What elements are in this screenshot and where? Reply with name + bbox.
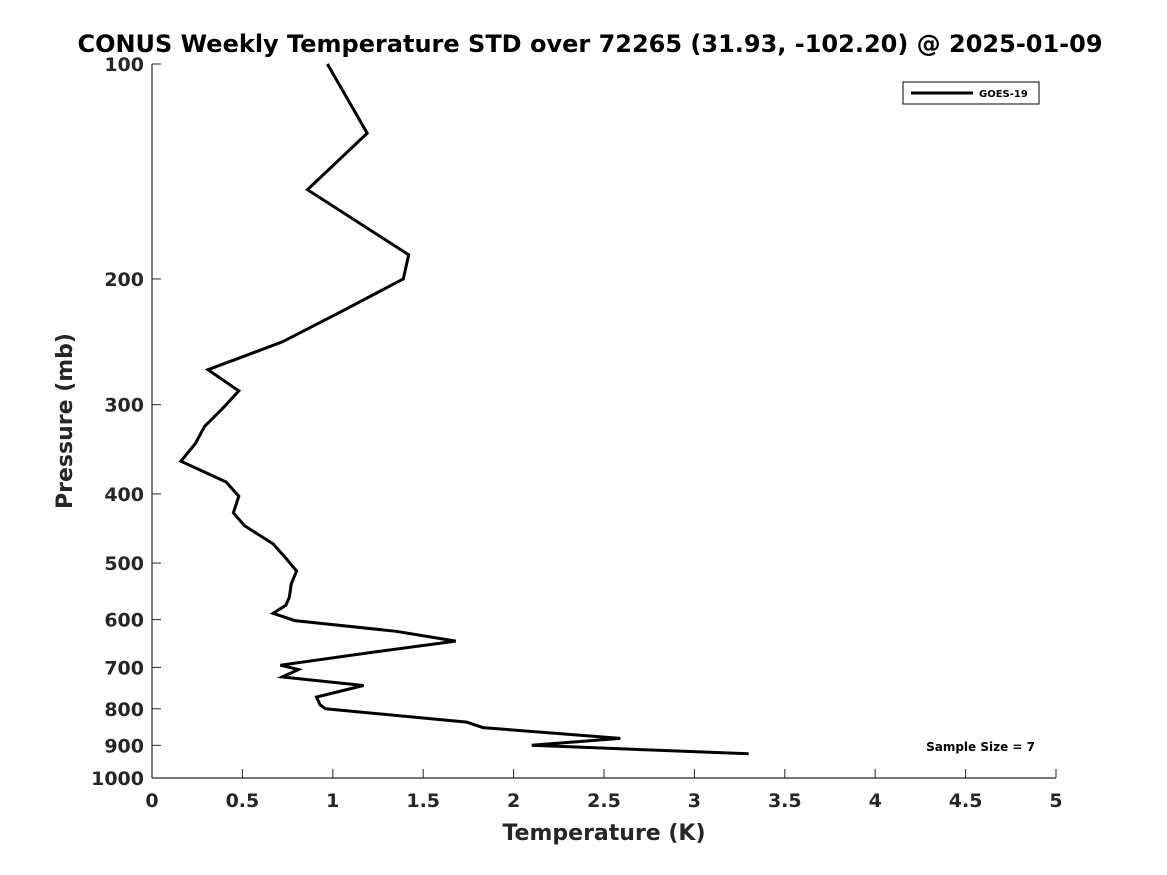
- x-tick-label: 1: [326, 790, 339, 812]
- series-line-goes-19: [178, 63, 749, 756]
- y-tick-label: 800: [104, 699, 144, 721]
- x-tick-label: 3: [688, 790, 701, 812]
- y-ticks: 100 200 300 400 500 600 700 800 900 1000: [91, 54, 161, 790]
- chart-title: CONUS Weekly Temperature STD over 72265 …: [77, 30, 1102, 58]
- legend: GOES-19: [902, 81, 1040, 105]
- y-tick-label: 500: [104, 553, 144, 575]
- sample-size-annotation: Sample Size = 7: [926, 740, 1035, 754]
- y-tick-label: 300: [104, 395, 144, 417]
- x-tick-label: 4: [869, 790, 882, 812]
- x-tick-label: 0.5: [226, 790, 260, 812]
- y-tick-label: 400: [104, 484, 144, 506]
- legend-label-goes-19: GOES-19: [979, 89, 1028, 100]
- y-tick-label: 600: [104, 610, 144, 632]
- x-tick-label: 0: [145, 790, 158, 812]
- x-ticks: 0 0.5 1 1.5 2 2.5 3 3.5 4 4.5 5: [145, 769, 1063, 812]
- x-tick-label: 3.5: [768, 790, 802, 812]
- y-tick-label: 1000: [91, 768, 144, 790]
- series-layer: [178, 63, 749, 756]
- x-tick-label: 4.5: [949, 790, 983, 812]
- x-tick-label: 2: [507, 790, 520, 812]
- y-tick-label: 200: [104, 269, 144, 291]
- y-tick-label: 100: [104, 54, 144, 76]
- x-tick-label: 5: [1049, 790, 1062, 812]
- y-axis-label: Pressure (mb): [53, 333, 78, 509]
- y-tick-label: 700: [104, 657, 144, 679]
- x-axis-label: Temperature (K): [502, 821, 705, 846]
- axes: [151, 64, 1056, 779]
- x-tick-label: 2.5: [587, 790, 621, 812]
- x-tick-label: 1.5: [406, 790, 440, 812]
- y-tick-label: 900: [104, 735, 144, 757]
